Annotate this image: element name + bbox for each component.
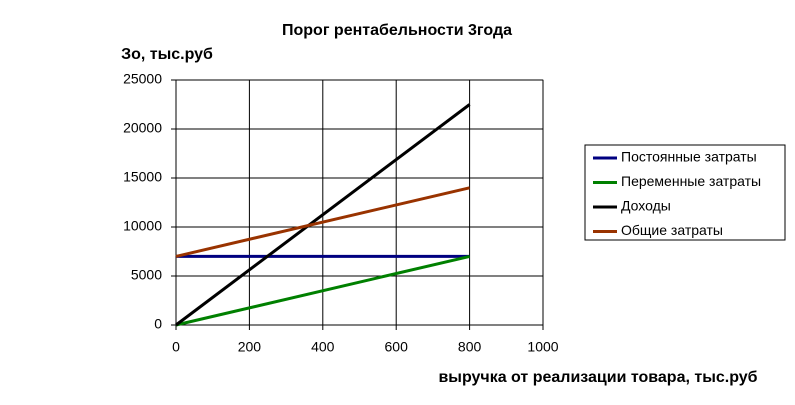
series-line [175,103,471,327]
y-tick-label: 20000 [123,120,162,136]
y-tick-label: 25000 [123,71,162,87]
x-tick-label: 0 [172,339,180,355]
legend-label: Общие затраты [621,222,723,238]
legend [584,144,786,241]
y-tick-label: 10000 [123,218,162,234]
x-tick-label: 800 [458,339,482,355]
x-tick-label: 1000 [527,339,558,355]
y-axis-label: Зо, тыс.руб [121,46,213,63]
legend-label: Доходы [621,198,671,214]
x-tick-label: 400 [311,339,335,355]
x-axis-label: выручка от реализации товара, тыс.руб [438,369,757,386]
plot-area [175,79,544,326]
chart-title: Порог рентабельности 3года [282,22,512,39]
y-tick-label: 0 [154,316,162,332]
legend-label: Постоянные затраты [621,149,757,165]
series-line [175,254,470,327]
x-tick-label: 600 [385,339,409,355]
x-tick-label: 200 [238,339,262,355]
legend-label: Переменные затраты [621,173,761,189]
y-tick-label: 15000 [123,169,162,185]
y-tick-label: 5000 [131,267,162,283]
series-line [175,186,470,258]
